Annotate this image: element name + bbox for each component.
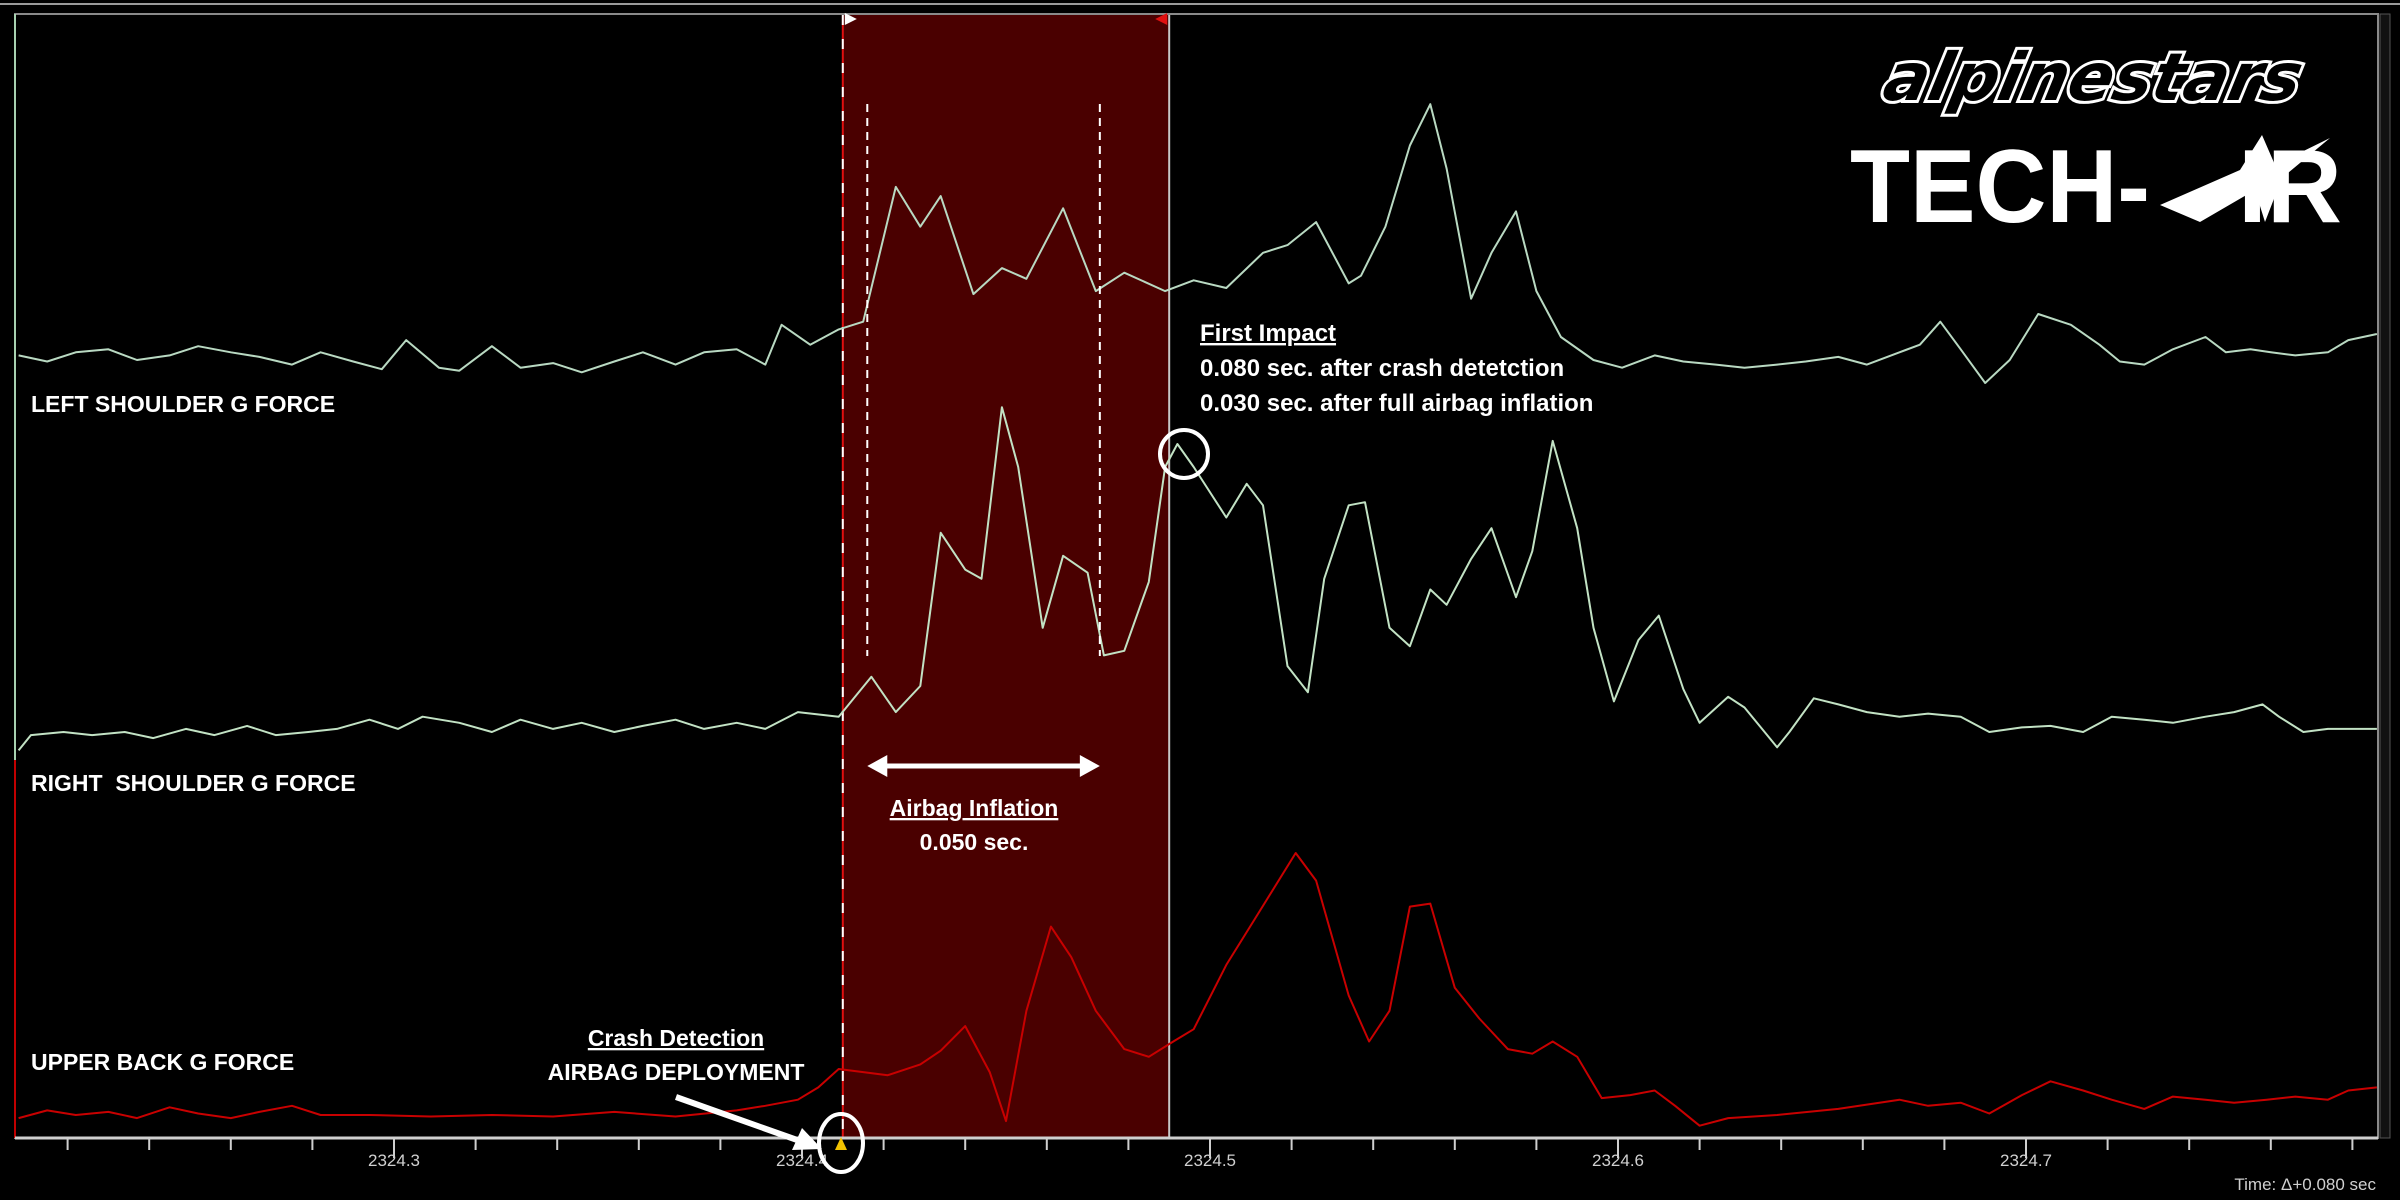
logo-product-end: IR [2238, 129, 2342, 245]
trace-0 [18, 103, 2378, 384]
cursor-left-arrow-icon [1155, 13, 1168, 25]
alpinestars-tech-air-logo: alpinestars TECH- IR [1850, 36, 2342, 245]
trace-1 [17, 406, 2377, 752]
time-readout: Time: Δ+0.080 sec [2234, 1175, 2376, 1194]
series-label-upper-back: UPPER BACK G FORCE [31, 1049, 294, 1075]
first-impact-line1: 0.080 sec. after crash detetction [1200, 355, 1564, 382]
first-impact-line2: 0.030 sec. after full airbag inflation [1200, 390, 1593, 417]
star-icon [2160, 135, 2330, 222]
first-impact-circle [1158, 428, 1210, 480]
arrow-left-icon [867, 755, 888, 777]
trace-2 [18, 852, 2378, 1127]
crash-detection-circle [817, 1112, 865, 1174]
traces [17, 103, 2378, 1127]
crash-arrow-icon [674, 1094, 822, 1150]
logo-brand: alpinestars [1877, 39, 2309, 116]
trigger-marker-icon[interactable] [835, 1137, 847, 1150]
x-tick-label: 2324.5 [1184, 1151, 1236, 1170]
arrow-right-icon [1079, 755, 1100, 777]
x-tick-label: 2324.4 [776, 1151, 828, 1170]
series-label-right-shoulder: RIGHT SHOULDER G FORCE [31, 770, 356, 796]
x-tick-label: 2324.6 [1592, 1151, 1644, 1170]
crash-window [841, 13, 1171, 1138]
vertical-scrollbar[interactable] [2379, 13, 2391, 1139]
airbag-inflation-value: 0.050 sec. [920, 829, 1029, 855]
inflation-markers [866, 104, 1101, 777]
crash-detection-subtitle: AIRBAG DEPLOYMENT [548, 1059, 805, 1085]
x-axis: 2324.3 2324.4 2324.5 2324.6 2324.7 [15, 1136, 2378, 1170]
series-label-left-shoulder: LEFT SHOULDER G FORCE [31, 391, 335, 417]
cursor-right-arrow-icon [844, 13, 857, 25]
first-impact-title: First Impact [1200, 320, 1336, 347]
x-tick-label: 2324.3 [368, 1151, 420, 1170]
airbag-inflation-title: Airbag Inflation [890, 795, 1059, 821]
crash-detection-title: Crash Detection [588, 1025, 764, 1051]
crash-window-fill [842, 15, 1170, 1138]
x-tick-label: 2324.7 [2000, 1151, 2052, 1170]
logo-product: TECH- [1850, 129, 2150, 245]
